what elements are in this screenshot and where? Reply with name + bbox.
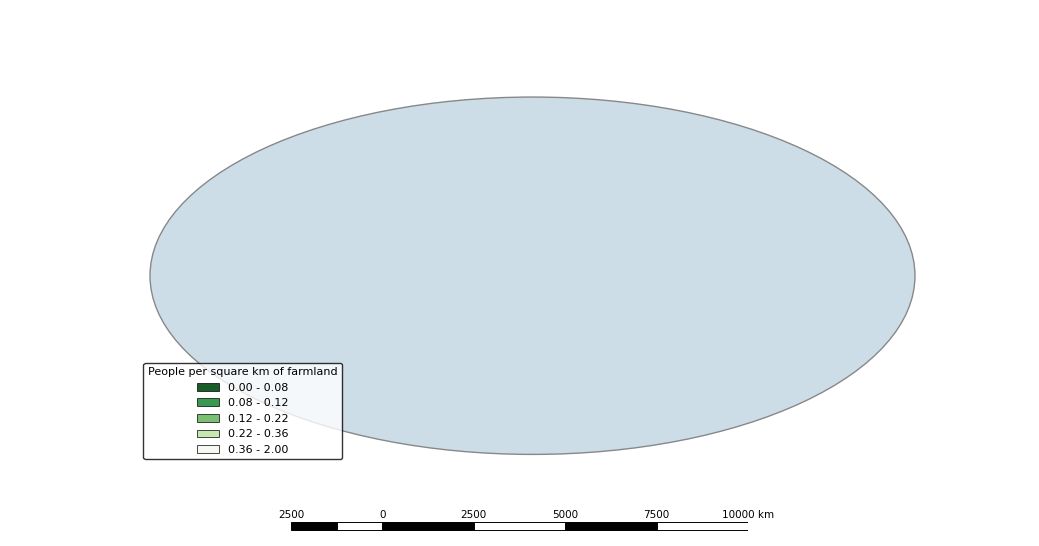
Text: 5000: 5000: [552, 509, 579, 520]
Text: 10000 km: 10000 km: [722, 509, 774, 520]
Bar: [337, 522, 382, 530]
Text: 2500: 2500: [460, 509, 487, 520]
Text: 0: 0: [379, 509, 385, 520]
Bar: [657, 522, 748, 530]
Bar: [291, 522, 337, 530]
Bar: [474, 522, 565, 530]
Text: 7500: 7500: [643, 509, 670, 520]
Legend: 0.00 - 0.08, 0.08 - 0.12, 0.12 - 0.22, 0.22 - 0.36, 0.36 - 2.00: 0.00 - 0.08, 0.08 - 0.12, 0.12 - 0.22, 0…: [143, 363, 342, 459]
Bar: [382, 522, 474, 530]
Bar: [565, 522, 657, 530]
Text: 2500: 2500: [277, 509, 304, 520]
Ellipse shape: [150, 97, 915, 454]
